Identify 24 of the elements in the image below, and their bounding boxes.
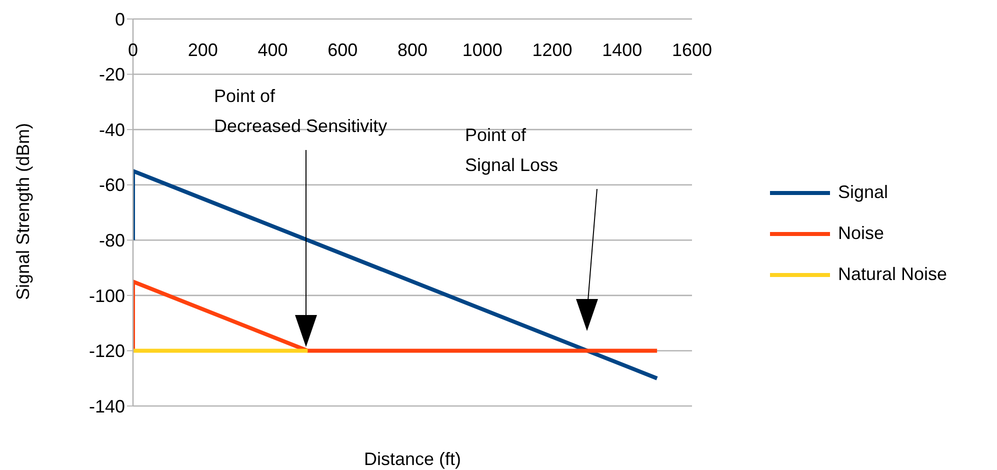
y-tick-label: -100: [88, 286, 125, 306]
x-tick-label: 1000: [462, 40, 502, 60]
y-tick-label: 0: [114, 9, 125, 30]
y-axis-title: Signal Strength (dBm): [13, 122, 33, 300]
x-tick-label: 0: [128, 40, 138, 60]
y-tick-label: -120: [88, 341, 125, 362]
legend-label: Signal: [838, 182, 888, 203]
y-tick-label: -20: [98, 64, 125, 85]
x-tick-label: 400: [258, 40, 288, 60]
x-tick-label: 1400: [602, 40, 642, 60]
x-tick-label: 800: [397, 40, 428, 60]
x-tick-label: 600: [328, 40, 358, 60]
x-tick-label: 1600: [672, 40, 712, 60]
y-tick-label: -40: [98, 120, 125, 140]
y-tick-label: -80: [98, 230, 125, 251]
x-tick-label: 1200: [532, 40, 572, 60]
x-axis-title: Distance (ft): [364, 449, 462, 469]
x-tick-label: 200: [188, 40, 218, 60]
y-tick-label: -60: [98, 175, 125, 196]
y-tick-label: -140: [88, 396, 125, 416]
legend-label: Natural Noise: [838, 264, 948, 285]
legend-label: Noise: [838, 223, 884, 244]
annotation: Point of Signal Loss: [465, 125, 558, 175]
annotation: Point of Decreased Sensitivity: [214, 86, 388, 136]
